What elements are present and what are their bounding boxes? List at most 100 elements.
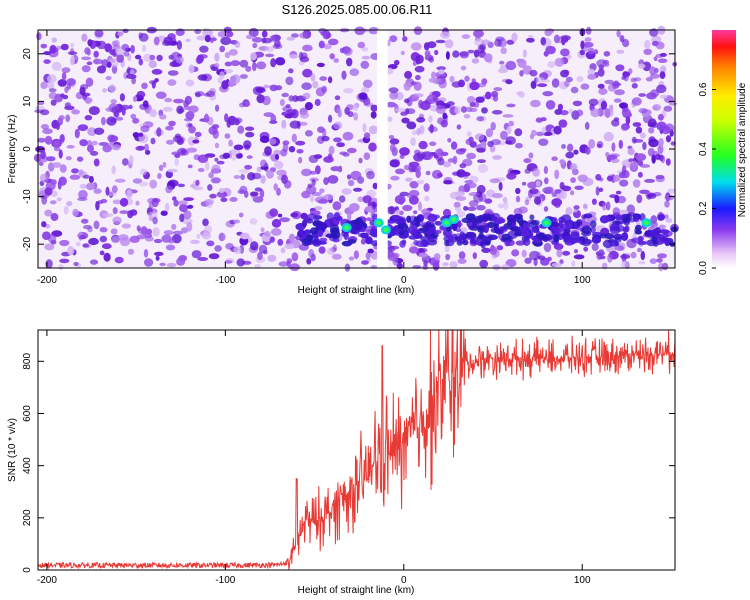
spectrogram-noise-blob — [132, 178, 143, 184]
spectrogram-noise-blob — [324, 194, 334, 201]
spectrogram-noise-blob — [524, 257, 532, 264]
spectrogram-band-blob — [600, 215, 612, 223]
spectrogram-noise-blob — [362, 195, 372, 204]
spectrogram-noise-blob — [168, 238, 175, 244]
snr-y-axis-label: SNR (10 * v/v) — [7, 418, 18, 482]
spectrogram-noise-blob — [500, 47, 507, 55]
spectrogram-noise-blob — [176, 138, 184, 145]
spectrogram-noise-blob — [573, 205, 580, 210]
spectrogram-noise-blob — [327, 175, 339, 184]
spectrogram-band-blob — [570, 237, 577, 245]
spectrogram-marks — [33, 25, 679, 272]
spectrogram-noise-blob — [341, 188, 352, 195]
spectrogram-noise-blob — [119, 197, 129, 207]
spectrogram-noise-blob — [58, 115, 65, 121]
spectrogram-noise-blob — [245, 126, 255, 131]
spectrogram-noise-blob — [404, 70, 413, 79]
spectrogram-noise-blob — [505, 79, 513, 85]
spectrogram-band-blob — [529, 214, 535, 221]
spectrogram-noise-blob — [372, 182, 378, 190]
spectrogram-noise-blob — [412, 93, 424, 98]
spectrogram-noise-blob — [497, 203, 505, 209]
spectrogram-noise-blob — [559, 110, 569, 116]
spectrogram-noise-blob — [643, 48, 652, 55]
spectrogram-noise-blob — [475, 96, 485, 103]
spectrogram-noise-blob — [588, 98, 599, 107]
spectrogram-band-blob — [408, 225, 418, 235]
snr-x-ticks: -200 -100 0 100 — [37, 330, 591, 586]
spectrogram-band-blob — [427, 213, 438, 222]
spectrogram-noise-blob — [254, 187, 263, 192]
spectrogram-noise-blob — [614, 245, 624, 252]
spectrogram-noise-blob — [209, 37, 217, 42]
spectrogram-noise-blob — [649, 221, 659, 228]
spectrogram-band-blob — [553, 234, 560, 243]
spectrogram-noise-blob — [347, 179, 355, 187]
spectrogram-noise-blob — [99, 250, 105, 256]
spectrogram-band-blob — [522, 237, 531, 246]
spectrogram-noise-blob — [505, 140, 512, 145]
spectrogram-noise-blob — [460, 65, 467, 71]
spectrogram-band-blob — [581, 238, 592, 247]
spectrogram-band-blob — [521, 229, 529, 237]
spectrogram-noise-blob — [272, 43, 283, 50]
spectrogram-noise-blob — [416, 128, 421, 136]
spectrogram-noise-blob — [264, 46, 275, 52]
spectrogram-noise-blob — [44, 135, 53, 145]
spectrogram-noise-blob — [650, 215, 658, 224]
spectrogram-band-blob — [664, 238, 671, 247]
spectrogram-noise-blob — [535, 76, 545, 84]
spectrogram-noise-blob — [605, 152, 610, 157]
spectrogram-noise-blob — [333, 137, 342, 143]
spectrogram-noise-blob — [96, 40, 107, 50]
spectrogram-noise-blob — [667, 188, 676, 194]
spectrogram-noise-blob — [62, 94, 69, 100]
y-tick-label: 800 — [22, 353, 33, 370]
spectrogram-noise-blob — [163, 230, 174, 236]
spectrogram-noise-blob — [468, 192, 480, 197]
spectrogram-noise-blob — [491, 110, 503, 115]
spectrogram-noise-blob — [365, 251, 371, 260]
spectrogram-noise-blob — [440, 120, 448, 128]
spectrogram-noise-blob — [224, 52, 231, 59]
spectrogram-noise-blob — [466, 96, 476, 104]
spectrogram-noise-blob — [256, 61, 267, 70]
spectrogram-noise-blob — [102, 144, 112, 153]
spectrogram-noise-blob — [514, 128, 523, 137]
spectrogram-noise-blob — [423, 42, 430, 51]
spectrogram-noise-blob — [74, 128, 80, 139]
spectrogram-noise-blob — [339, 195, 346, 203]
spectrogram-noise-blob — [658, 262, 664, 272]
spectrogram-noise-blob — [577, 174, 588, 183]
spectrogram-band-blob — [653, 240, 659, 247]
spectrogram-noise-blob — [271, 218, 282, 228]
spectrogram-noise-blob — [44, 243, 55, 251]
spectrogram-noise-blob — [464, 75, 470, 82]
spectrogram-noise-blob — [506, 126, 512, 135]
spectrogram-noise-blob — [551, 192, 557, 198]
spectrogram-noise-blob — [44, 209, 53, 217]
spectrogram-noise-blob — [88, 106, 100, 116]
spectrogram-noise-blob — [46, 156, 56, 162]
spectrogram-noise-blob — [132, 132, 140, 138]
spectrogram-noise-blob — [298, 156, 303, 164]
spectrogram-noise-blob — [267, 254, 277, 262]
spectrogram-noise-blob — [280, 247, 286, 254]
spectrogram-noise-blob — [152, 216, 158, 225]
spectrogram-noise-blob — [529, 69, 538, 77]
spectrogram-band-blob — [537, 232, 546, 240]
spectrogram-noise-blob — [455, 148, 466, 155]
spectrogram-noise-blob — [87, 144, 94, 153]
spectrogram-noise-blob — [128, 104, 133, 110]
x-tick-label: 0 — [401, 275, 407, 286]
spectrogram-noise-blob — [483, 53, 493, 63]
spectrogram-noise-blob — [466, 152, 476, 160]
spectrogram-noise-blob — [418, 140, 428, 150]
spectrogram-noise-blob — [163, 36, 173, 46]
spectrogram-noise-blob — [467, 49, 475, 54]
spectrogram-noise-blob — [364, 132, 371, 139]
spectrogram-noise-blob — [77, 124, 89, 131]
spectrogram-noise-blob — [522, 65, 532, 75]
spectrogram-band-blob — [466, 219, 477, 229]
spectrogram-noise-blob — [647, 193, 657, 199]
